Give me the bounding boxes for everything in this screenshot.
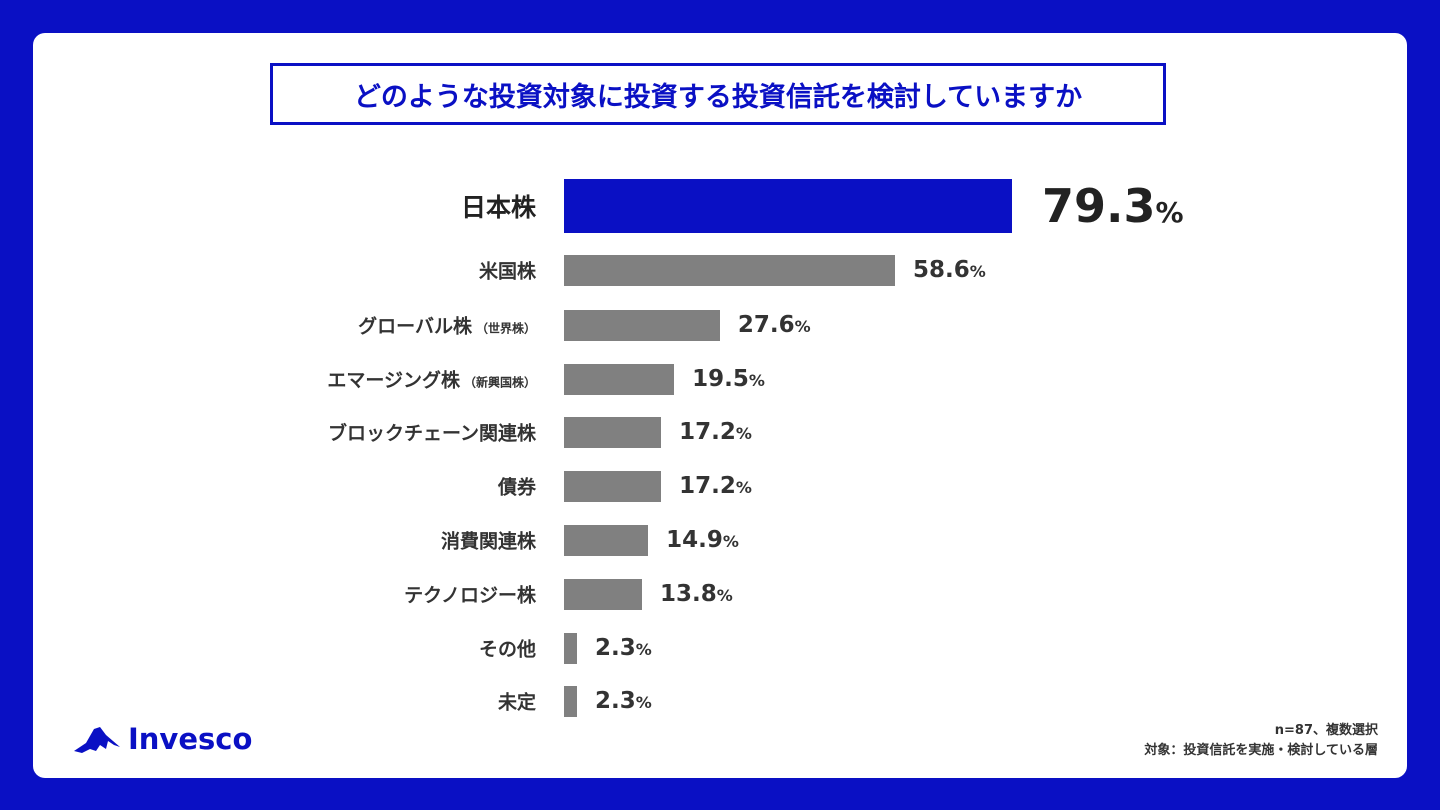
sample-size-note: n=87、複数選択: [1274, 723, 1378, 738]
data-label: 17.2%: [679, 473, 752, 499]
category-name: 未定: [497, 691, 536, 714]
data-label: 13.8%: [659, 581, 733, 607]
invesco-logo: Invesco: [72, 722, 252, 756]
bar: [564, 363, 675, 395]
category-name: エマージング株: [327, 369, 460, 392]
bar: [564, 632, 577, 664]
bar: [564, 179, 1012, 233]
category-label: ブロックチェーン関連株: [328, 419, 536, 446]
data-label: 2.3%: [594, 635, 652, 661]
category-label: その他: [479, 635, 536, 662]
category-subtitle: （新興国株）: [463, 375, 536, 390]
category-name: グローバル株: [358, 315, 472, 338]
chart-title: どのような投資対象に投資する投資信託を検討していますか: [270, 63, 1166, 125]
category-name: 消費関連株: [440, 530, 536, 553]
data-label: 79.3%: [1042, 179, 1184, 233]
category-subtitle: （世界株）: [475, 321, 536, 336]
chart-card: [33, 33, 1407, 778]
logo-text: Invesco: [128, 722, 253, 756]
data-label: 17.2%: [679, 419, 752, 445]
data-label: 27.6%: [737, 312, 811, 338]
data-label: 2.3%: [594, 688, 652, 714]
category-label: 債券: [498, 473, 536, 500]
target-note: 対象：投資信託を実施・検討している層: [1144, 743, 1378, 758]
bar: [564, 685, 577, 717]
category-name: 米国株: [478, 260, 536, 283]
category-label: 日本株: [461, 188, 536, 224]
bar: [564, 470, 662, 502]
bar: [564, 524, 649, 556]
data-label: 58.6%: [913, 257, 986, 283]
category-name: ブロックチェーン関連株: [327, 422, 536, 445]
bar: [564, 309, 720, 341]
category-label: エマージング株 （新興国株）: [327, 366, 536, 393]
data-label: 14.9%: [666, 527, 739, 553]
footnote: n=87、複数選択 対象：投資信託を実施・検討している層: [1144, 721, 1378, 761]
category-label: グローバル株 （世界株）: [358, 312, 536, 339]
bar: [564, 254, 896, 286]
bar: [564, 578, 642, 610]
category-label: 米国株: [479, 257, 536, 284]
category-name: テクノロジー株: [404, 584, 536, 607]
bar: [564, 416, 662, 448]
category-label: 未定: [498, 688, 536, 715]
category-label: テクノロジー株: [404, 581, 536, 608]
category-name: 債券: [497, 476, 536, 499]
category-name: その他: [478, 638, 536, 661]
data-label: 19.5%: [692, 366, 765, 392]
mountain-icon: [74, 727, 120, 753]
category-name: 日本株: [460, 193, 536, 222]
category-label: 消費関連株: [441, 527, 536, 554]
